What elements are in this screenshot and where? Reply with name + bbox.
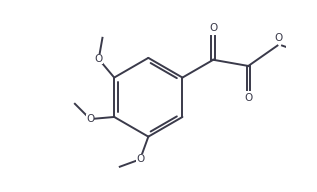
Text: O: O — [94, 54, 103, 64]
Text: O: O — [209, 23, 217, 33]
Text: O: O — [136, 154, 144, 164]
Text: O: O — [86, 114, 94, 124]
Text: O: O — [244, 93, 252, 103]
Text: O: O — [275, 33, 283, 43]
